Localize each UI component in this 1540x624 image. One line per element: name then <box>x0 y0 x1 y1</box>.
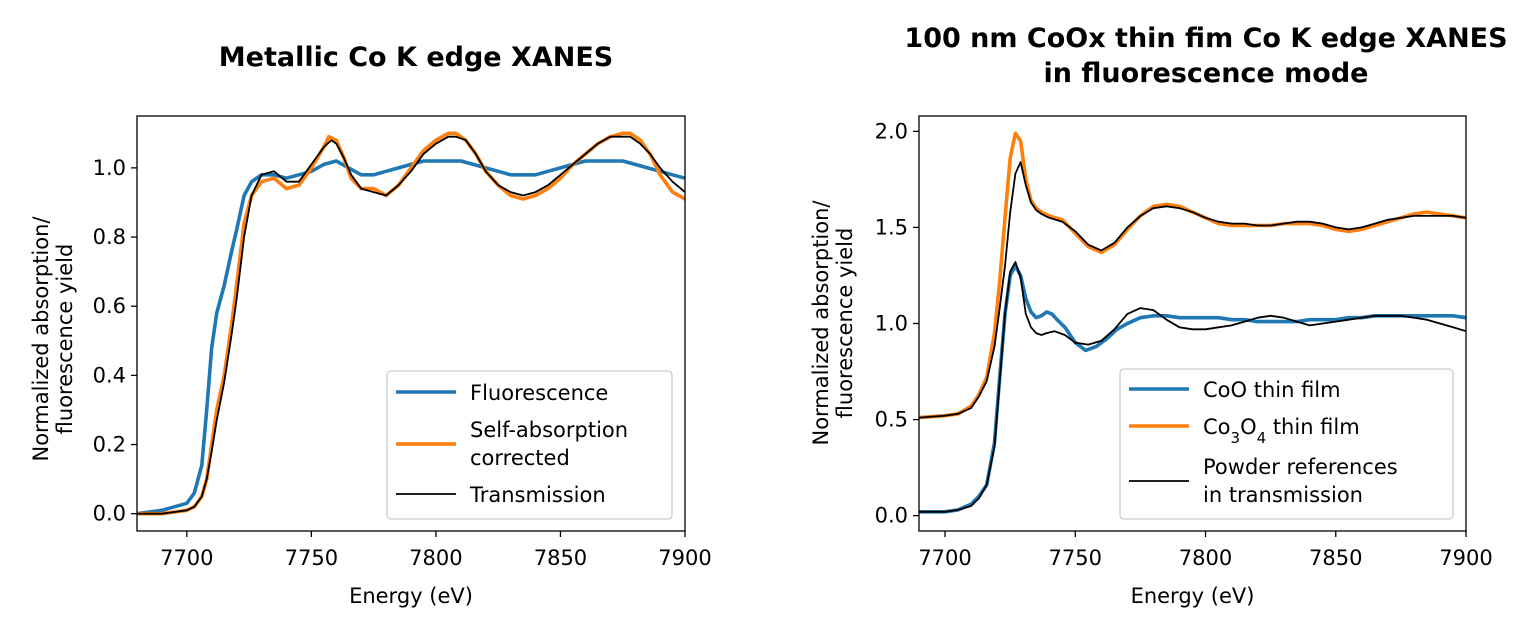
legend-label: Fluorescence <box>470 381 608 405</box>
y-axis-label: Normalized absorption/ <box>29 216 53 462</box>
y-tick-label: 0.0 <box>875 504 908 528</box>
x-tick-label: 7700 <box>160 546 213 570</box>
y-tick-label: 1.0 <box>93 156 126 180</box>
x-tick-label: 7900 <box>1439 546 1492 570</box>
legend: Fluorescence Self-absorption corrected Tran… <box>386 370 673 520</box>
x-tick-label: 7850 <box>534 546 587 570</box>
y-tick-label: 0.0 <box>93 502 126 526</box>
y-tick-label: 0.6 <box>93 294 126 318</box>
series-line-1 <box>137 159 685 516</box>
x-tick-label: 7900 <box>658 546 711 570</box>
series-line-3 <box>137 135 685 515</box>
chart-title: Metallic Co K edge XANES <box>219 42 613 73</box>
chart-title: in fluorescence mode <box>1044 58 1369 89</box>
legend: CoO thin film Co3O4 thin film Powder refer… <box>1119 368 1454 520</box>
y-tick-label: 0.8 <box>93 225 126 249</box>
legend-label: corrected <box>470 446 570 470</box>
y-axis-label: fluorescence yield <box>833 228 857 419</box>
legend-label: in transmission <box>1203 483 1363 507</box>
y-tick-label: 1.5 <box>875 215 908 239</box>
legend-label: Powder references <box>1203 455 1398 479</box>
x-tick-label: 7700 <box>918 546 971 570</box>
x-tick-label: 7800 <box>409 546 462 570</box>
axes-frame <box>136 115 686 532</box>
legend-label: Self-absorption <box>470 418 628 442</box>
x-tick-label: 7850 <box>1309 546 1362 570</box>
plot-area <box>919 131 1466 514</box>
legend-label: Transmission <box>469 483 606 507</box>
y-tick-label: 0.2 <box>93 433 126 457</box>
legend-label: Co3O4 thin film <box>1203 415 1360 447</box>
chart-panel-2: 100 nm CoOx thin fim Co K edge XANES in f… <box>809 23 1508 608</box>
series-line-2 <box>919 131 1466 420</box>
legend-box <box>386 370 673 520</box>
x-axis-label: Energy (eV) <box>1131 584 1255 608</box>
y-tick-label: 0.4 <box>93 363 126 387</box>
plot-area <box>137 131 685 516</box>
y-tick-label: 2.0 <box>875 119 908 143</box>
y-axis-label: fluorescence yield <box>53 244 77 435</box>
x-tick-label: 7750 <box>285 546 338 570</box>
legend-box <box>1119 368 1454 520</box>
legend-label: CoO thin film <box>1203 378 1341 402</box>
x-axis-label: Energy (eV) <box>349 584 473 608</box>
y-axis-label: Normalized absorption/ <box>809 200 833 446</box>
series-line-3-2 <box>919 161 1466 419</box>
x-tick-label: 7800 <box>1179 546 1232 570</box>
y-tick-label: 1.0 <box>875 312 908 336</box>
chart-panel-1: Metallic Co K edge XANES 7700 7750 7800 7850… <box>29 42 712 608</box>
x-tick-label: 7750 <box>1049 546 1102 570</box>
series-line-3-1 <box>919 261 1466 513</box>
chart-title: 100 nm CoOx thin fim Co K edge XANES <box>904 23 1507 54</box>
y-tick-label: 0.5 <box>875 408 908 432</box>
